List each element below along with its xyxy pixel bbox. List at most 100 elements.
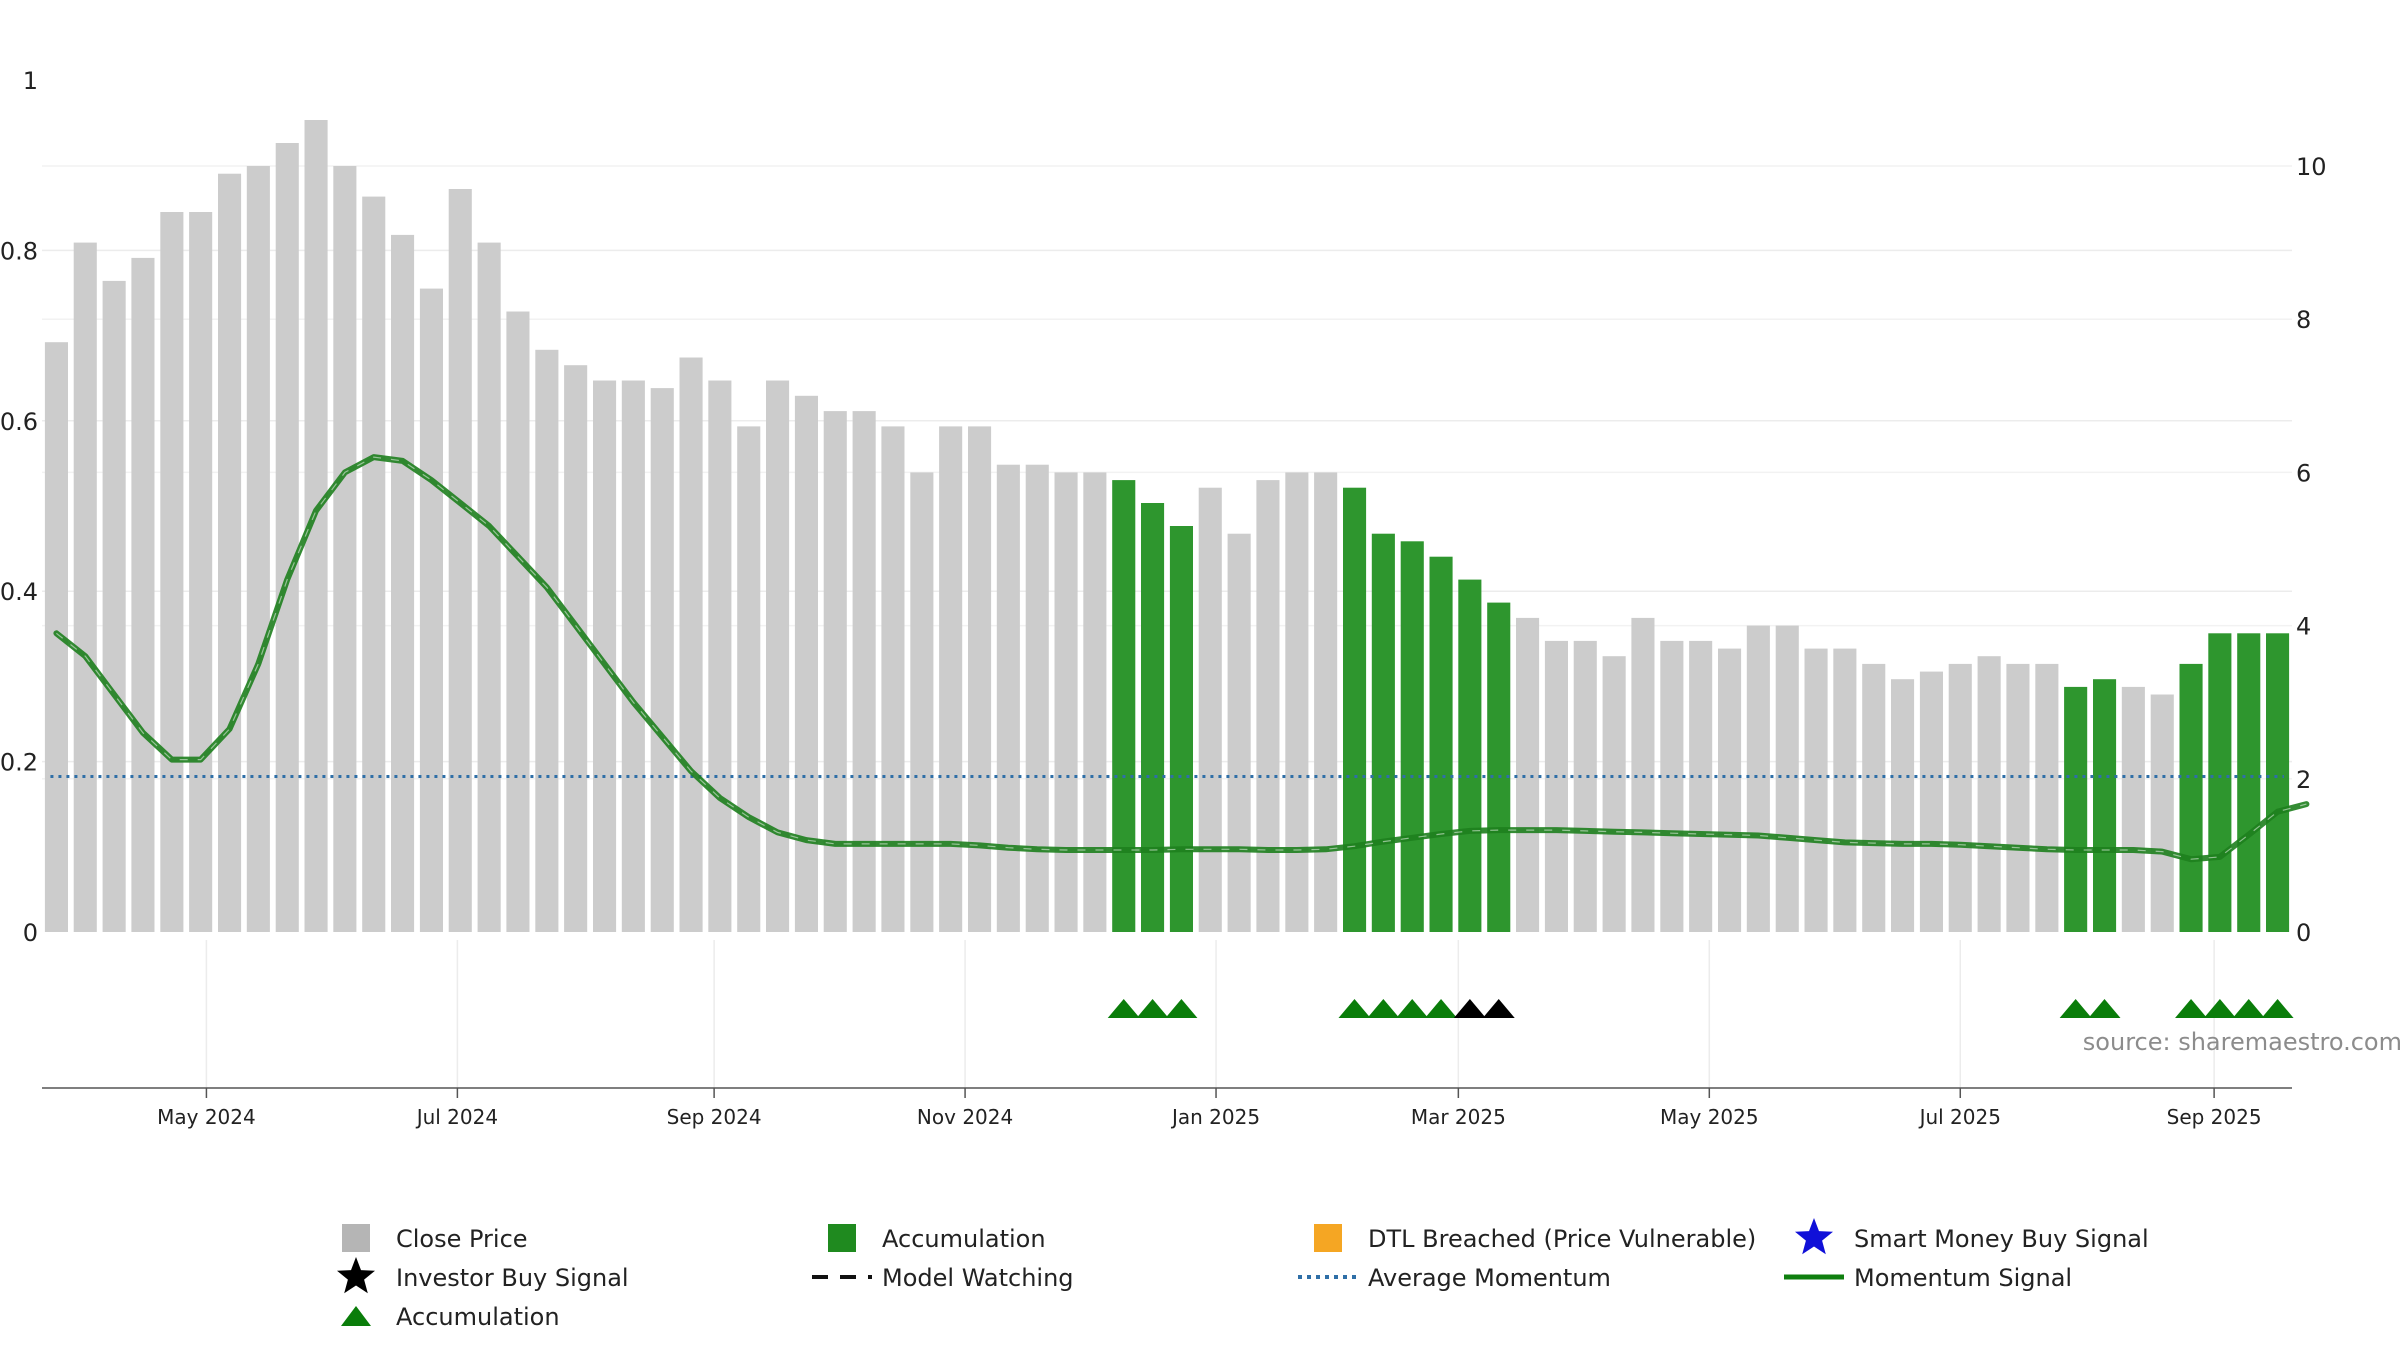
close-price-bars [44,120,2290,933]
close-price-bar [968,426,992,932]
close-price-bar [737,426,761,932]
accumulation-bar [1458,579,1482,932]
close-price-bar [996,464,1020,932]
left-tick-label: 0.8 [0,237,38,265]
x-tick-label: Nov 2024 [917,1105,1013,1129]
close-price-bar [708,380,732,932]
accumulation-marker [1107,999,1140,1018]
accumulation-bar [1371,533,1395,932]
close-price-bar [1948,663,1972,932]
left-tick-label: 0 [23,919,38,947]
close-price-bar [650,388,674,933]
legend-label: Investor Buy Signal [396,1264,629,1292]
close-price-bar [1227,533,1251,932]
green-square-icon [828,1224,856,1252]
right-tick-label: 2 [2296,766,2311,794]
accumulation-marker [1396,999,1429,1018]
close-price-bar [881,426,905,932]
close-price-bar [102,280,126,932]
right-axis: 0 2 4 6 8 10 [2296,153,2327,947]
close-price-bar [621,380,645,932]
close-price-bar [1919,671,1943,932]
close-price-bar [794,395,818,932]
right-tick-label: 10 [2296,153,2327,181]
legend-label: Average Momentum [1368,1264,1611,1292]
x-tick-label: Jul 2025 [1918,1105,2001,1129]
close-price-bar [246,166,270,932]
momentum-signal-line [53,454,2310,863]
close-price-bar [506,311,530,932]
accumulation-bar [1169,526,1193,932]
legend-item: Model Watching [812,1264,1074,1292]
accumulation-bar [1343,487,1367,932]
close-price-bar [1804,648,1828,932]
legend-item: Accumulation [828,1224,1046,1253]
close-price-bar [477,242,501,933]
close-price-bar [1775,625,1799,932]
close-price-bar [910,472,934,932]
accumulation-marker [1425,999,1458,1018]
x-tick-label: Sep 2025 [2167,1105,2262,1129]
left-axis: 0 0.2 0.4 0.6 0.8 1 [0,67,38,947]
close-price-bar [2006,663,2030,932]
signal-panel [42,940,2292,1089]
accumulation-marker [1367,999,1400,1018]
legend: Close Price Accumulation DTL Breached (Pri… [337,1218,2149,1331]
close-price-bar [1516,617,1540,932]
close-price-bar [1833,648,1857,932]
accumulation-bar [1429,556,1453,932]
close-price-bar [304,120,328,932]
close-price-bar [1544,640,1568,932]
accumulation-bar [1141,503,1165,932]
legend-label: Smart Money Buy Signal [1854,1225,2149,1253]
x-tick-label: May 2025 [1660,1105,1759,1129]
x-tick-label: Jan 2025 [1170,1105,1260,1129]
left-tick-label: 0.4 [0,578,38,606]
legend-item: Accumulation [341,1303,560,1331]
close-price-bar [275,143,299,932]
close-price-bar [1602,656,1626,932]
close-price-bar [1891,679,1915,932]
close-price-bar [1689,640,1713,932]
close-price-bar [593,380,617,932]
x-tick-label: Jul 2024 [415,1105,498,1129]
accumulation-bar [1112,480,1136,932]
legend-item: DTL Breached (Price Vulnerable) [1314,1224,1756,1253]
accumulation-marker [2232,999,2265,1018]
close-price-bar [1977,656,2001,932]
accumulation-bar [1400,541,1424,932]
close-price-bar [1746,625,1770,932]
accumulation-marker [1136,999,1169,1018]
close-price-bar [823,411,847,933]
accumulation-marker [1165,999,1198,1018]
close-price-bar [448,189,472,932]
legend-label: Accumulation [882,1225,1046,1253]
legend-item: Momentum Signal [1784,1264,2072,1292]
accumulation-bar [2064,686,2088,932]
close-price-bar [333,166,357,932]
accumulation-bar [2266,633,2290,932]
investor-buy-marker [1453,999,1486,1018]
close-price-bar [1285,472,1309,932]
legend-label: Model Watching [882,1264,1074,1292]
close-price-bar [419,288,443,933]
left-tick-label: 0.2 [0,749,38,777]
close-price-bar [1660,640,1684,932]
accumulation-bar [2237,633,2261,932]
close-price-bar [939,426,963,932]
right-tick-label: 4 [2296,613,2311,641]
close-price-bar [1314,472,1338,932]
x-tick-label: Sep 2024 [667,1105,762,1129]
close-price-bar [1631,617,1655,932]
close-price-bar [2121,686,2145,932]
close-price-bar [535,349,559,932]
left-tick-label: 1 [23,67,38,95]
close-price-bar [1862,663,1886,932]
right-tick-label: 8 [2296,306,2311,334]
legend-label: Close Price [396,1225,528,1253]
close-price-bar [73,242,97,933]
signal-markers [1107,999,2294,1018]
accumulation-marker [2059,999,2092,1018]
x-axis: May 2024 Jul 2024 Sep 2024 Nov 2024 Jan 2025… [157,1088,2262,1129]
